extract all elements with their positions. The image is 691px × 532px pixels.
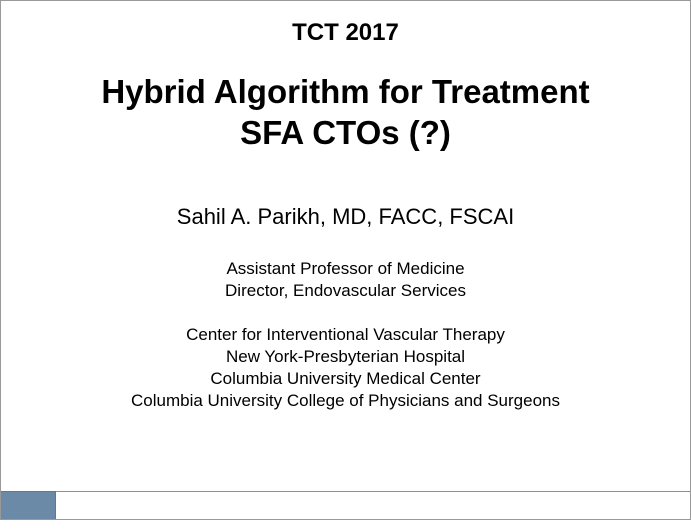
role-line-1: Assistant Professor of Medicine [226, 259, 464, 278]
institutions: Center for Interventional Vascular Thera… [1, 324, 690, 412]
speaker-roles: Assistant Professor of Medicine Director… [1, 258, 690, 302]
institution-line-3: Columbia University Medical Center [210, 369, 480, 388]
title-line-1: Hybrid Algorithm for Treatment [101, 73, 589, 110]
conference-header: TCT 2017 [1, 1, 690, 47]
slide-content: TCT 2017 Hybrid Algorithm for Treatment … [1, 1, 690, 519]
institution-line-4: Columbia University College of Physician… [131, 391, 560, 410]
slide-title: Hybrid Algorithm for Treatment SFA CTOs … [0, 71, 691, 154]
role-line-2: Director, Endovascular Services [225, 281, 466, 300]
footer-accent-block [1, 491, 56, 519]
institution-line-2: New York-Presbyterian Hospital [226, 347, 465, 366]
footer-divider-line [56, 491, 690, 492]
speaker-name: Sahil A. Parikh, MD, FACC, FSCAI [1, 204, 690, 230]
institution-line-1: Center for Interventional Vascular Thera… [186, 325, 505, 344]
title-line-2: SFA CTOs (?) [240, 114, 451, 151]
slide-container: TCT 2017 Hybrid Algorithm for Treatment … [0, 0, 691, 520]
